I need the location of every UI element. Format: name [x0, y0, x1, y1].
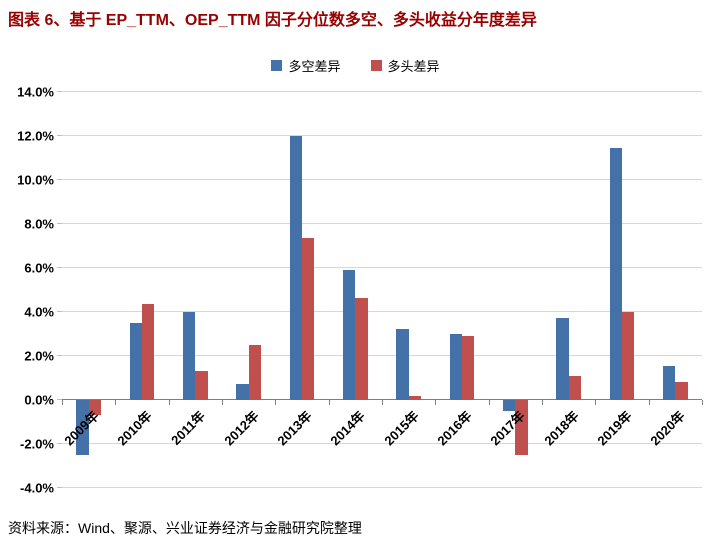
bar-多空差异-2012年 — [236, 383, 249, 400]
y-tick-label: 8.0% — [24, 216, 54, 232]
chart: -4.0% -2.0% 0.0% 2.0% 4.0% 6.0% 8.0% 10.0% 12.0%… — [0, 84, 711, 496]
bar-多头差异-2014年 — [355, 297, 368, 400]
x-axis-tick — [435, 400, 437, 405]
bar-多空差异-2018年 — [556, 317, 569, 400]
y-axis-tick — [57, 135, 62, 136]
plot-area: 2009年 2010年 2011年 2012年 2013年 2014年 2015年 2016年… — [57, 91, 703, 488]
bar-多头差异-2018年 — [568, 375, 581, 400]
legend-label: 多空差异 — [288, 59, 341, 74]
bar-多头差异-2013年 — [302, 238, 315, 400]
x-axis-tick — [702, 400, 703, 405]
y-tick-label: 12.0% — [17, 128, 54, 144]
gridline — [62, 355, 702, 357]
y-tick-label: 10.0% — [17, 172, 54, 188]
bar-多头差异-2011年 — [195, 371, 208, 400]
legend-item: 多头差异 — [370, 56, 440, 75]
x-axis-tick — [542, 400, 543, 405]
zero-axis-line — [62, 399, 702, 400]
y-axis-tick — [57, 311, 62, 312]
y-axis: -4.0% -2.0% 0.0% 2.0% 4.0% 6.0% 8.0% 10.0% 12.0%… — [0, 85, 56, 496]
bar-多空差异-2009年 — [76, 400, 89, 456]
bar-多头差异-2010年 — [142, 304, 155, 400]
y-tick-label: -4.0% — [20, 480, 54, 496]
x-axis-tick — [595, 400, 597, 405]
gridline — [62, 135, 702, 136]
bar-多空差异-2015年 — [396, 328, 409, 400]
x-axis-tick — [648, 400, 650, 405]
bar-多头差异-2020年 — [675, 382, 688, 400]
y-axis-tick — [57, 443, 62, 444]
legend-swatch — [271, 60, 283, 71]
x-axis-tick — [382, 400, 383, 405]
gridline — [62, 267, 702, 268]
y-axis-tick — [57, 267, 62, 268]
bar-多空差异-2010年 — [129, 323, 142, 400]
y-tick-label: 2.0% — [24, 348, 54, 364]
y-tick-label: 4.0% — [24, 304, 54, 320]
chart-legend: 多空差异 多头差异 — [0, 56, 711, 75]
gridline — [62, 179, 702, 180]
bar-多头差异-2019年 — [622, 312, 635, 400]
source-note: 资料来源：Wind、聚源、兴业证券经济与金融研究院整理 — [8, 520, 362, 536]
bar-多头差异-2015年 — [408, 395, 421, 400]
bar-多空差异-2020年 — [663, 365, 676, 400]
bar-多空差异-2017年 — [503, 400, 516, 411]
gridline — [62, 487, 702, 488]
y-axis-tick — [57, 91, 62, 92]
y-axis-tick — [57, 179, 62, 180]
y-axis-tick — [57, 487, 62, 488]
bar-多空差异-2014年 — [343, 270, 356, 400]
y-axis-tick — [57, 399, 62, 400]
y-tick-label: 14.0% — [17, 84, 54, 100]
x-axis-tick — [275, 400, 277, 405]
y-tick-label: -2.0% — [20, 436, 54, 452]
bar-多头差异-2017年 — [515, 400, 528, 456]
y-tick-label: 6.0% — [24, 260, 54, 276]
bar-多头差异-2012年 — [248, 345, 261, 400]
bar-多空差异-2013年 — [289, 136, 302, 400]
y-tick-label: 0.0% — [24, 392, 54, 408]
gridline — [62, 223, 702, 225]
gridline — [62, 443, 702, 444]
x-axis-tick — [62, 400, 63, 405]
bar-多头差异-2009年 — [88, 400, 101, 416]
x-axis-tick — [488, 400, 490, 405]
legend-swatch — [370, 60, 382, 71]
bar-多空差异-2016年 — [449, 334, 462, 400]
bar-多头差异-2016年 — [462, 336, 475, 400]
y-axis-tick — [57, 223, 62, 225]
figure-title: 图表 6、基于 EP_TTM、OEP_TTM 因子分位数多空、多头收益分年度差异 — [8, 12, 537, 29]
x-axis-tick — [168, 400, 170, 405]
x-axis-tick — [222, 400, 223, 405]
gridline — [62, 91, 702, 92]
bar-多空差异-2019年 — [609, 148, 622, 400]
gridline — [62, 311, 702, 312]
legend-item: 多空差异 — [271, 56, 341, 75]
y-axis-tick — [57, 355, 62, 357]
x-axis-tick — [115, 400, 117, 405]
x-axis-tick — [328, 400, 330, 405]
legend-label: 多头差异 — [387, 59, 440, 74]
bar-多空差异-2011年 — [183, 312, 196, 400]
